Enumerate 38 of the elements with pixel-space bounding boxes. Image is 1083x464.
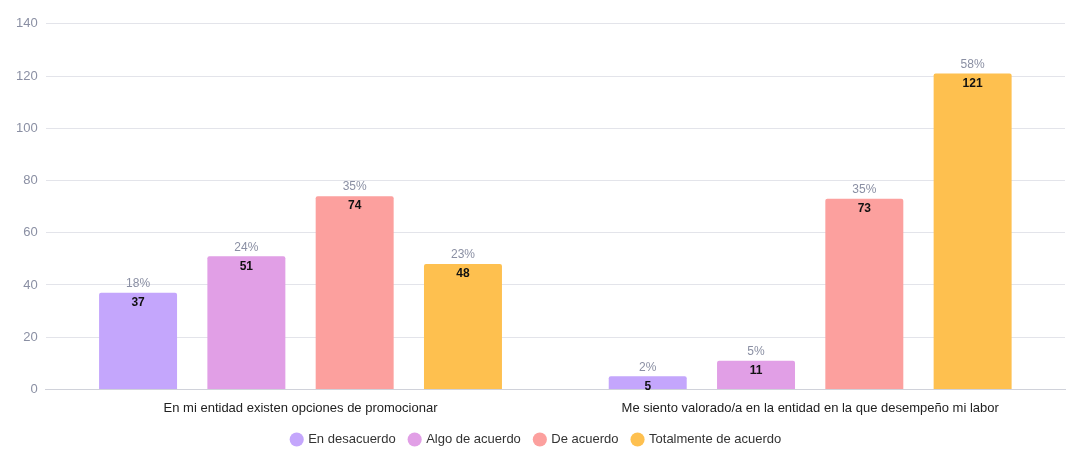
bar [423, 264, 502, 389]
bar [825, 198, 904, 389]
y-tick-label: 60 [23, 224, 38, 240]
annotation: 24% [234, 239, 259, 254]
x-tick-label: En mi entidad existen opciones de promocionar [163, 399, 439, 415]
data-label: 48 [456, 266, 470, 281]
annotation: 35% [852, 182, 877, 197]
y-tick-label: 20 [23, 328, 38, 344]
bar [717, 360, 796, 389]
y-tick-label: 120 [15, 67, 38, 83]
legend-label: En desacuerdo [308, 431, 396, 447]
bar [608, 376, 687, 389]
annotation: 35% [342, 179, 367, 194]
bar [99, 292, 178, 389]
legend-label: De acuerdo [551, 431, 619, 447]
x-tick-label: Me siento valorado/a en la entidad en la que desempeño mi labor [621, 399, 1000, 415]
legend-label: Totalmente de acuerdo [649, 431, 782, 447]
annotation: 18% [126, 276, 151, 291]
y-tick-label: 40 [23, 276, 38, 292]
data-label: 51 [239, 258, 254, 273]
data-label: 11 [749, 362, 763, 377]
y-tick-label: 100 [15, 119, 38, 135]
data-label: 74 [347, 198, 362, 213]
bar [315, 196, 394, 389]
y-tick-label: 80 [23, 172, 38, 188]
legend-label: Algo de acuerdo [426, 431, 521, 447]
data-label: 121 [962, 75, 983, 90]
annotation: 5% [747, 343, 766, 358]
annotation: 23% [450, 247, 476, 262]
y-tick-label: 140 [15, 15, 38, 31]
bar [207, 256, 286, 389]
data-label: 37 [131, 295, 146, 310]
annotation: 2% [639, 359, 657, 374]
bar [933, 73, 1012, 389]
data-label: 5 [644, 378, 652, 393]
data-label: 73 [857, 201, 872, 216]
annotation: 58% [960, 56, 985, 71]
y-tick-label: 0 [30, 380, 38, 396]
